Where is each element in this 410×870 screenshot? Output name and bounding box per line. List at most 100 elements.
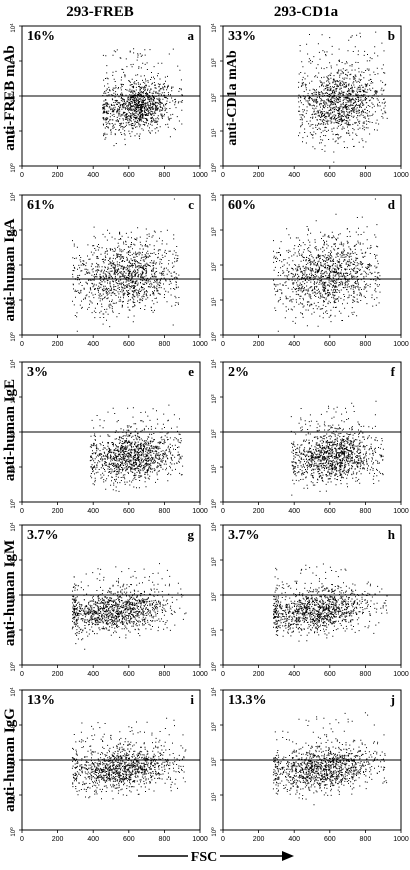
y-tick-label: 104 — [9, 23, 17, 33]
y-tick-exponent: 4 — [210, 687, 215, 690]
x-tick-label: 400 — [87, 508, 99, 515]
y-tick-label: 102 — [210, 93, 218, 103]
panel-letter: g — [188, 527, 195, 542]
y-tick-exponent: 1 — [210, 792, 215, 795]
y-tick-label: 103 — [9, 722, 17, 732]
y-tick-label: 101 — [9, 792, 17, 802]
x-tick-label: 0 — [221, 341, 225, 348]
y-tick-exponent: 2 — [9, 429, 14, 432]
y-tick-label: 104 — [9, 687, 17, 697]
x-tick-label: 0 — [20, 836, 24, 843]
y-tick-label: 103 — [9, 227, 17, 237]
y-tick-label: 104 — [210, 522, 218, 532]
y-tick-exponent: 0 — [9, 163, 14, 166]
y-tick-exponent: 4 — [210, 359, 215, 362]
y-tick-exponent: 3 — [9, 557, 14, 560]
y-tick-label: 102 — [9, 93, 17, 103]
x-tick-label: 800 — [360, 341, 372, 348]
y-tick-label: 100 — [210, 499, 218, 509]
y-tick-label: 100 — [9, 332, 17, 342]
x-tick-label: 400 — [87, 836, 99, 843]
y-tick-exponent: 0 — [210, 163, 215, 166]
x-tick-label: 400 — [87, 172, 99, 179]
x-tick-label: 0 — [221, 172, 225, 179]
row-label-anti-human-igg: anti-human IgG — [2, 708, 18, 812]
y-tick-label: 101 — [9, 464, 17, 474]
y-tick-exponent: 4 — [9, 522, 14, 525]
y-tick-label: 101 — [210, 627, 218, 637]
x-tick-label: 800 — [360, 172, 372, 179]
y-tick-label: 101 — [210, 128, 218, 138]
x-tick-label: 800 — [159, 508, 171, 515]
panel-letter: e — [188, 364, 194, 379]
x-tick-label: 1000 — [393, 508, 409, 515]
y-tick-exponent: 1 — [210, 464, 215, 467]
y-tick-label: 101 — [210, 297, 218, 307]
y-tick-label: 103 — [9, 557, 17, 567]
percent-label: 16% — [27, 29, 55, 44]
y-tick-label: 104 — [210, 359, 218, 369]
y-tick-label: 103 — [210, 227, 218, 237]
x-tick-label: 1000 — [192, 341, 208, 348]
x-tick-label: 1000 — [192, 508, 208, 515]
y-tick-label: 101 — [9, 128, 17, 138]
y-tick-label: 103 — [9, 394, 17, 404]
event-dots — [290, 400, 384, 496]
column-title-293-freb: 293-FREB — [66, 4, 134, 20]
x-tick-label: 600 — [324, 508, 336, 515]
y-tick-exponent: 4 — [9, 192, 14, 195]
x-tick-label: 800 — [159, 341, 171, 348]
y-tick-exponent: 0 — [210, 662, 215, 665]
y-tick-label: 102 — [9, 757, 17, 767]
y-tick-label: 102 — [9, 262, 17, 272]
x-tick-label: 1000 — [192, 671, 208, 678]
y-tick-label: 101 — [9, 627, 17, 637]
percent-label: 13.3% — [228, 693, 267, 708]
row-label-anti-human-igm: anti-human IgM — [2, 540, 18, 646]
y-tick-exponent: 1 — [9, 128, 14, 131]
row-label-anti-human-iga: anti-human IgA — [2, 218, 18, 321]
y-tick-exponent: 4 — [210, 522, 215, 525]
y-tick-label: 100 — [9, 499, 17, 509]
plot-frame — [222, 194, 402, 336]
x-tick-label: 600 — [123, 671, 135, 678]
y-tick-exponent: 3 — [210, 394, 215, 397]
y-tick-label: 104 — [210, 23, 218, 33]
event-dots — [71, 717, 187, 800]
y-tick-label: 103 — [210, 58, 218, 68]
y-tick-exponent: 3 — [9, 58, 14, 61]
event-dots — [89, 404, 184, 492]
y-tick-exponent: 3 — [210, 227, 215, 230]
x-tick-label: 400 — [288, 341, 300, 348]
y-tick-exponent: 1 — [210, 128, 215, 131]
y-tick-exponent: 1 — [9, 627, 14, 630]
event-dots — [272, 712, 388, 806]
inner-label-anti-cd1a: anti-CD1a mAb — [225, 50, 240, 145]
x-tick-label: 400 — [87, 671, 99, 678]
x-tick-label: 400 — [288, 836, 300, 843]
y-tick-exponent: 0 — [210, 827, 215, 830]
percent-label: 60% — [228, 198, 256, 213]
x-tick-label: 600 — [324, 836, 336, 843]
panel-letter: j — [390, 692, 395, 707]
y-tick-label: 102 — [210, 429, 218, 439]
x-tick-label: 800 — [360, 671, 372, 678]
y-tick-label: 100 — [210, 827, 218, 837]
x-tick-label: 200 — [52, 172, 64, 179]
y-tick-label: 100 — [210, 662, 218, 672]
y-tick-label: 101 — [210, 464, 218, 474]
x-tick-label: 600 — [123, 508, 135, 515]
x-tick-label: 0 — [221, 508, 225, 515]
panel-letter: i — [190, 692, 194, 707]
y-tick-label: 103 — [9, 58, 17, 68]
x-tick-label: 1000 — [393, 836, 409, 843]
y-tick-exponent: 0 — [9, 662, 14, 665]
y-tick-exponent: 4 — [9, 687, 14, 690]
